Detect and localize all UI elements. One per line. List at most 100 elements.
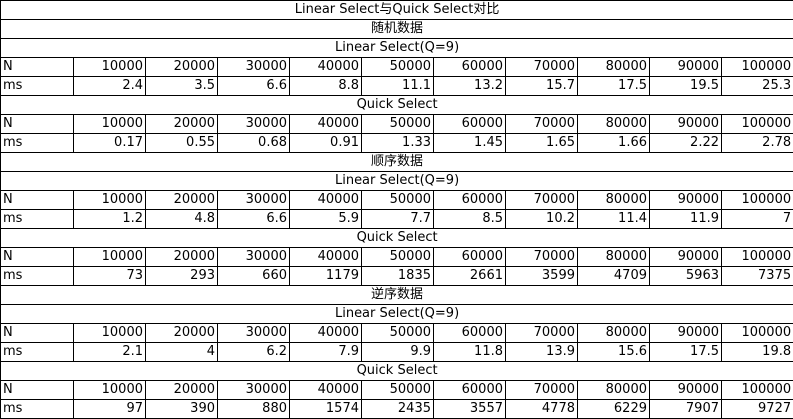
n-value-cell[interactable]: 90000 [649, 247, 722, 267]
ms-value-cell[interactable]: 17.5 [577, 76, 650, 96]
ms-value-cell[interactable]: 0.17 [73, 133, 146, 153]
ms-value-cell[interactable]: 11.9 [649, 209, 722, 229]
ms-value-cell[interactable]: 0.68 [217, 133, 290, 153]
n-row-label[interactable]: N [0, 57, 74, 77]
n-value-cell[interactable]: 60000 [433, 247, 506, 267]
n-value-cell[interactable]: 80000 [577, 247, 650, 267]
ms-value-cell[interactable]: 11.8 [433, 342, 506, 362]
n-value-cell[interactable]: 90000 [649, 323, 722, 343]
n-value-cell[interactable]: 90000 [649, 114, 722, 134]
n-value-cell[interactable]: 100000 [720, 190, 793, 210]
n-value-cell[interactable]: 60000 [433, 114, 506, 134]
ms-value-cell[interactable]: 10.2 [505, 209, 578, 229]
ms-value-cell[interactable]: 11.4 [577, 209, 650, 229]
ms-value-cell[interactable]: 1.45 [433, 133, 506, 153]
ms-value-cell[interactable]: 9.9 [361, 342, 434, 362]
n-value-cell[interactable]: 90000 [649, 190, 722, 210]
n-value-cell[interactable]: 10000 [73, 114, 146, 134]
algorithm-heading[interactable]: Quick Select [0, 228, 793, 248]
ms-value-cell[interactable]: 2.22 [649, 133, 722, 153]
n-value-cell[interactable]: 20000 [145, 323, 218, 343]
ms-value-cell[interactable]: 2661 [433, 266, 506, 286]
ms-value-cell[interactable]: 6.6 [217, 76, 290, 96]
ms-value-cell[interactable]: 2.4 [73, 76, 146, 96]
ms-value-cell[interactable]: 7907 [649, 399, 722, 419]
ms-value-cell[interactable]: 6229 [577, 399, 650, 419]
ms-value-cell[interactable]: 13.2 [433, 76, 506, 96]
ms-value-cell[interactable]: 15.7 [505, 76, 578, 96]
ms-value-cell[interactable]: 6.2 [217, 342, 290, 362]
n-value-cell[interactable]: 20000 [145, 190, 218, 210]
ms-row-label[interactable]: ms [0, 133, 74, 153]
n-value-cell[interactable]: 60000 [433, 323, 506, 343]
n-row-label[interactable]: N [0, 114, 74, 134]
ms-value-cell[interactable]: 19.8 [720, 342, 793, 362]
ms-value-cell[interactable]: 1574 [289, 399, 362, 419]
ms-value-cell[interactable]: 11.1 [361, 76, 434, 96]
n-value-cell[interactable]: 70000 [505, 190, 578, 210]
n-row-label[interactable]: N [0, 323, 74, 343]
n-value-cell[interactable]: 10000 [73, 380, 146, 400]
n-value-cell[interactable]: 40000 [289, 57, 362, 77]
n-row-label[interactable]: N [0, 247, 74, 267]
ms-value-cell[interactable]: 2435 [361, 399, 434, 419]
n-value-cell[interactable]: 80000 [577, 323, 650, 343]
ms-value-cell[interactable]: 5963 [649, 266, 722, 286]
ms-value-cell[interactable]: 97 [73, 399, 146, 419]
ms-value-cell[interactable]: 25.3 [720, 76, 793, 96]
ms-value-cell[interactable]: 1.66 [577, 133, 650, 153]
n-value-cell[interactable]: 100000 [720, 57, 793, 77]
n-value-cell[interactable]: 50000 [361, 114, 434, 134]
n-value-cell[interactable]: 50000 [361, 323, 434, 343]
n-value-cell[interactable]: 100000 [720, 114, 793, 134]
n-value-cell[interactable]: 50000 [361, 57, 434, 77]
ms-value-cell[interactable]: 293 [145, 266, 218, 286]
algorithm-heading[interactable]: Linear Select(Q=9) [0, 304, 793, 324]
ms-value-cell[interactable]: 19.5 [649, 76, 722, 96]
ms-value-cell[interactable]: 17.5 [649, 342, 722, 362]
n-value-cell[interactable]: 10000 [73, 57, 146, 77]
n-value-cell[interactable]: 100000 [720, 323, 793, 343]
n-value-cell[interactable]: 10000 [73, 323, 146, 343]
ms-value-cell[interactable]: 0.55 [145, 133, 218, 153]
section-heading[interactable]: 顺序数据 [0, 152, 793, 172]
n-value-cell[interactable]: 60000 [433, 380, 506, 400]
n-value-cell[interactable]: 40000 [289, 114, 362, 134]
n-value-cell[interactable]: 100000 [720, 247, 793, 267]
ms-value-cell[interactable]: 0.91 [289, 133, 362, 153]
n-value-cell[interactable]: 60000 [433, 190, 506, 210]
n-value-cell[interactable]: 30000 [217, 190, 290, 210]
ms-row-label[interactable]: ms [0, 209, 74, 229]
ms-value-cell[interactable]: 73 [73, 266, 146, 286]
n-value-cell[interactable]: 40000 [289, 190, 362, 210]
ms-value-cell[interactable]: 4.8 [145, 209, 218, 229]
n-value-cell[interactable]: 40000 [289, 380, 362, 400]
n-value-cell[interactable]: 40000 [289, 247, 362, 267]
ms-value-cell[interactable]: 15.6 [577, 342, 650, 362]
ms-value-cell[interactable]: 2.78 [720, 133, 793, 153]
sheet-title[interactable]: Linear Select与Quick Select对比 [0, 0, 793, 20]
section-heading[interactable]: 随机数据 [0, 19, 793, 39]
ms-value-cell[interactable]: 1.65 [505, 133, 578, 153]
section-heading[interactable]: 逆序数据 [0, 285, 793, 305]
n-value-cell[interactable]: 40000 [289, 323, 362, 343]
n-value-cell[interactable]: 70000 [505, 114, 578, 134]
ms-value-cell[interactable]: 7375 [720, 266, 793, 286]
n-value-cell[interactable]: 50000 [361, 380, 434, 400]
ms-value-cell[interactable]: 13.9 [505, 342, 578, 362]
n-value-cell[interactable]: 70000 [505, 247, 578, 267]
n-value-cell[interactable]: 90000 [649, 57, 722, 77]
n-value-cell[interactable]: 80000 [577, 380, 650, 400]
n-value-cell[interactable]: 70000 [505, 57, 578, 77]
ms-value-cell[interactable]: 4709 [577, 266, 650, 286]
ms-value-cell[interactable]: 660 [217, 266, 290, 286]
n-value-cell[interactable]: 30000 [217, 114, 290, 134]
n-value-cell[interactable]: 20000 [145, 57, 218, 77]
ms-value-cell[interactable]: 8.5 [433, 209, 506, 229]
algorithm-heading[interactable]: Quick Select [0, 361, 793, 381]
ms-value-cell[interactable]: 5.9 [289, 209, 362, 229]
n-value-cell[interactable]: 100000 [720, 380, 793, 400]
ms-value-cell[interactable]: 4778 [505, 399, 578, 419]
n-value-cell[interactable]: 90000 [649, 380, 722, 400]
ms-value-cell[interactable]: 6.6 [217, 209, 290, 229]
